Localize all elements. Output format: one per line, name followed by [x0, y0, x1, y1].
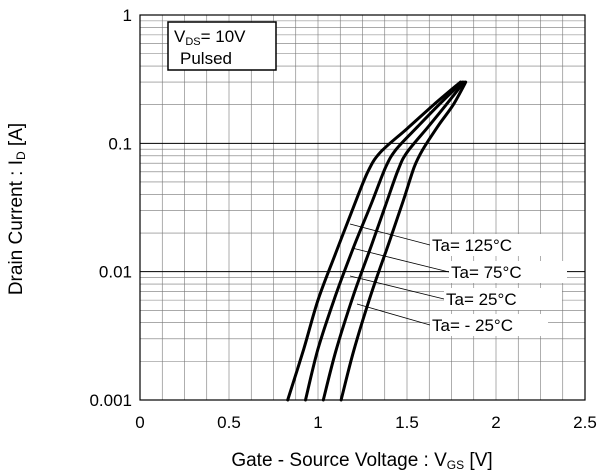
x-tick-label: 0 [135, 413, 144, 432]
y-tick-label: 1 [123, 6, 132, 25]
series-line-2 [304, 80, 464, 402]
x-tick-label: 1.5 [395, 413, 419, 432]
leader-line [349, 223, 431, 246]
series-line-3 [321, 80, 466, 402]
vds-value: = 10V [201, 27, 247, 46]
series-label-bg [444, 288, 562, 310]
x-tick-labels: 0 0.5 1 1.5 2 2.5 [135, 413, 597, 432]
series-label-bg [449, 261, 567, 283]
x-axis-title-main: Gate - Source Voltage : V [231, 450, 447, 471]
y-axis-title-unit: [A] [6, 123, 27, 152]
grid-minor [140, 15, 585, 400]
series-label: Ta= 25°C [446, 290, 517, 309]
vds-prefix: V [174, 27, 186, 46]
series-label-bg [430, 314, 548, 336]
x-axis-title: Gate - Source Voltage : VGS [V] [231, 450, 492, 472]
series-label: Ta= - 25°C [432, 316, 513, 335]
series-labels: Ta= 125°C Ta= 75°C Ta= 25°C Ta= - 25°C [430, 234, 567, 336]
leader-line [351, 247, 450, 273]
y-axis-title: Drain Current : ID [A] [6, 123, 28, 295]
series-label: Ta= 125°C [432, 236, 512, 255]
vds-label: VDS= 10V [174, 27, 246, 48]
y-axis-title-sub: D [14, 151, 28, 160]
series-line-1 [286, 80, 462, 402]
plot-frame [139, 14, 586, 401]
series-label: Ta= 75°C [451, 263, 522, 282]
y-tick-label: 0.001 [89, 391, 132, 410]
x-axis-title-sub: GS [447, 458, 464, 472]
y-tick-label: 0.01 [99, 263, 132, 282]
y-tick-labels: 0.001 0.01 0.1 1 [89, 6, 132, 410]
series-label-bg [430, 234, 548, 256]
y-tick-label: 0.1 [108, 134, 132, 153]
y-axis-title-main: Drain Current : I [6, 160, 27, 295]
x-tick-label: 1 [313, 413, 322, 432]
vds-subscript: DS [185, 36, 200, 48]
leader-line [349, 275, 445, 300]
curves [286, 80, 468, 402]
series-line-4 [339, 80, 468, 402]
x-axis-title-unit: [V] [464, 450, 493, 471]
leader-line [356, 303, 431, 326]
legend-leader-lines [349, 223, 450, 326]
mode-label: Pulsed [180, 49, 232, 68]
x-tick-label: 2 [491, 413, 500, 432]
x-tick-label: 0.5 [217, 413, 241, 432]
conditions-box [167, 21, 277, 71]
x-tick-label: 2.5 [573, 413, 597, 432]
